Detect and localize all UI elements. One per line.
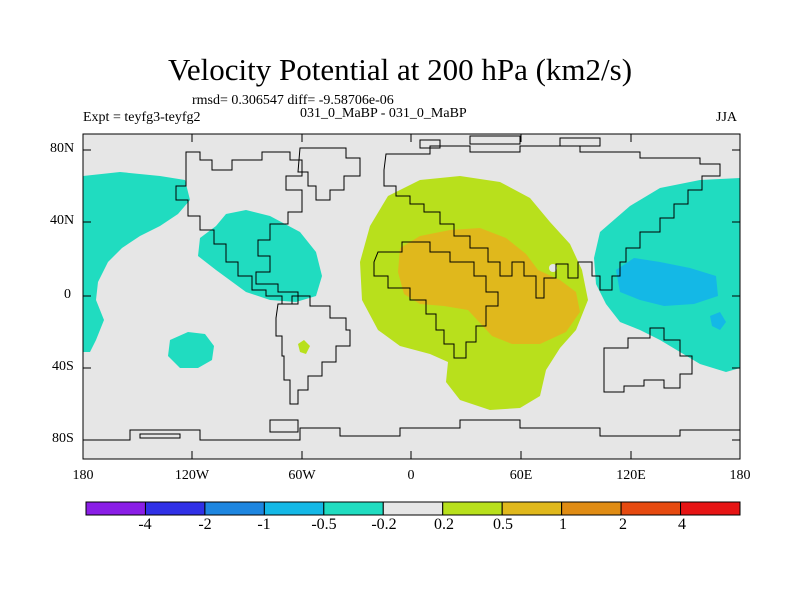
coast-antarctic-peninsula [139,419,299,439]
coast-africa [373,241,499,359]
colorbar-swatch [204,501,265,516]
lat-label-0: 0 [64,287,71,302]
lat-label-40n: 40N [50,213,75,228]
colorbar-swatch [263,501,325,516]
axis-ticks [83,134,740,459]
colorbar-label: 0.2 [434,516,454,533]
colorbar-swatch [442,501,503,516]
colorbar-label: -0.2 [371,516,397,533]
colorbar-label: -2 [198,516,212,533]
pos-region-weak-small [298,340,310,354]
colorbar-label: -4 [138,516,152,533]
colorbar-label: -1 [257,516,271,533]
pos-region-mid [398,228,580,344]
coast-arctic-islands [419,135,601,149]
colorbar-label: 4 [678,516,686,533]
experiment-label: Expt = teyfg3-teyfg2 [83,110,201,125]
neg-region-pacific [83,172,190,352]
colorbar-label: -0.5 [311,516,337,533]
colorbar-swatch [561,501,622,516]
lon-label-60e: 60E [509,468,533,483]
colorbar-swatch [620,501,682,516]
colorbar [85,501,741,516]
lat-label-40s: 40S [52,359,74,374]
colorbar-swatch [680,501,741,516]
coast-greenland [297,147,361,201]
colorbar-label: 1 [559,516,567,533]
season-label: JJA [716,110,738,125]
colorbar-swatch [323,501,384,516]
lon-label-120w: 120W [174,468,210,483]
subtitle-label: 031_0_MaBP - 031_0_MaBP [300,106,467,121]
page-title: Velocity Potential at 200 hPa (km2/s) [167,52,633,87]
colorbar-label: 2 [619,516,627,533]
neg-region-mid [616,258,718,306]
lon-label-180w: 180 [72,468,94,483]
colorbar-label: 0.5 [493,516,513,533]
lon-label-180e: 180 [729,468,751,483]
lon-label-0: 0 [407,468,415,483]
lat-label-80s: 80S [52,431,74,446]
lon-label-60w: 60W [288,468,316,483]
colorbar-swatch [144,501,206,516]
colorbar-swatch [501,501,563,516]
coast-eurasia [383,145,721,299]
coast-antarctica [83,419,740,441]
neg-region-mid-small [710,312,726,330]
colorbar-swatch [85,501,146,516]
neg-region-south-pacific [168,332,214,368]
coast-australia [603,327,693,393]
coastlines [83,135,740,441]
neutral-hole [549,264,557,272]
lon-label-120e: 120E [616,468,646,483]
lat-label-80n: 80N [50,141,75,156]
coast-south-america [275,295,351,405]
colorbar-swatch [382,501,444,516]
stats-label: rmsd= 0.306547 diff= -9.58706e-06 [192,93,394,108]
coast-north-america [175,151,303,305]
